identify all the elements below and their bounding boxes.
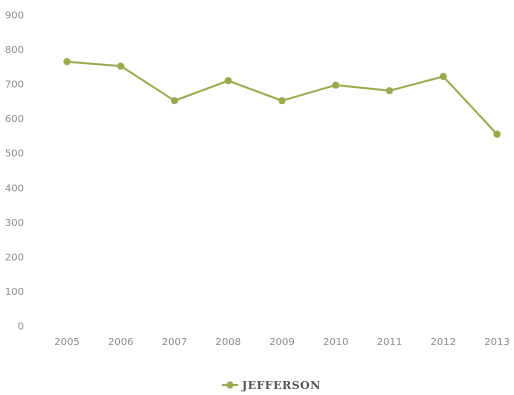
y-tick-label: 300 bbox=[5, 218, 24, 229]
x-tick-label: 2010 bbox=[323, 337, 348, 348]
x-tick-label: 2007 bbox=[162, 337, 187, 348]
x-tick-label: 2008 bbox=[216, 337, 241, 348]
x-tick-label: 2012 bbox=[431, 337, 456, 348]
x-tick-label: 2005 bbox=[54, 337, 79, 348]
data-point[interactable] bbox=[63, 58, 71, 66]
y-axis: 0 100 200 300 400 500 600 700 800 900 bbox=[5, 11, 24, 333]
y-tick-label: 900 bbox=[5, 11, 24, 22]
legend-label: JEFFERSON bbox=[241, 379, 321, 392]
legend-swatch-marker bbox=[226, 381, 234, 389]
x-tick-label: 2013 bbox=[484, 337, 509, 348]
data-point[interactable] bbox=[278, 97, 286, 105]
x-tick-label: 2011 bbox=[377, 337, 402, 348]
data-point[interactable] bbox=[117, 62, 125, 70]
data-point[interactable] bbox=[493, 130, 501, 138]
x-tick-label: 2009 bbox=[269, 337, 294, 348]
data-point[interactable] bbox=[170, 97, 179, 105]
y-tick-label: 800 bbox=[5, 45, 24, 56]
legend[interactable]: JEFFERSON bbox=[222, 379, 321, 392]
y-tick-label: 200 bbox=[5, 252, 24, 263]
y-tick-label: 400 bbox=[5, 183, 24, 194]
y-tick-label: 700 bbox=[5, 80, 24, 91]
series-layer bbox=[63, 58, 501, 138]
y-tick-label: 100 bbox=[5, 287, 24, 298]
y-tick-label: 600 bbox=[5, 114, 24, 125]
data-point[interactable] bbox=[385, 87, 394, 95]
data-point[interactable] bbox=[439, 72, 447, 81]
x-axis: 2005 2006 2007 2008 2009 2010 2011 2012 2013 bbox=[54, 337, 509, 348]
x-tick-label: 2006 bbox=[108, 337, 133, 348]
data-point[interactable] bbox=[224, 77, 232, 85]
y-tick-label: 500 bbox=[5, 149, 24, 160]
data-point[interactable] bbox=[332, 81, 340, 89]
y-tick-label: 0 bbox=[18, 322, 24, 333]
